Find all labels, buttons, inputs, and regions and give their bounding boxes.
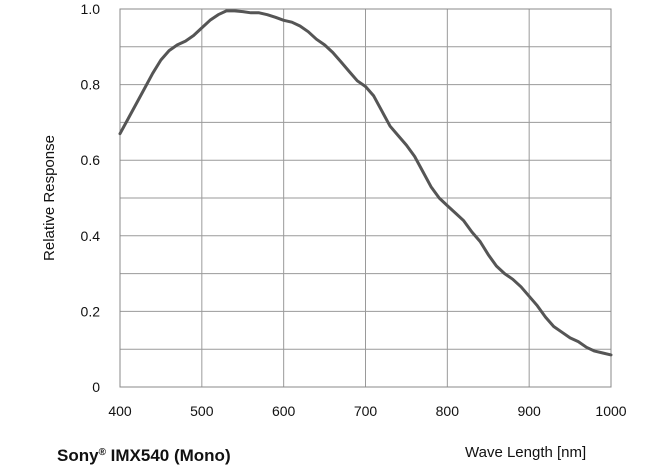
x-tick-label: 800 <box>436 403 460 419</box>
x-tick-label: 600 <box>272 403 296 419</box>
x-tick-label: 500 <box>190 403 214 419</box>
chart-title-main: Sony <box>57 446 99 465</box>
x-tick-label: 1000 <box>595 403 626 419</box>
plot-frame <box>119 8 612 388</box>
y-tick-label: 0.2 <box>81 303 101 319</box>
grid <box>119 8 612 388</box>
y-tick-label: 0.4 <box>81 228 101 244</box>
y-tick-label: 0.6 <box>81 152 101 168</box>
chart-title: Sony® IMX540 (Mono) <box>57 443 231 466</box>
chart-title-registered-mark: ® <box>98 447 106 458</box>
y-tick-label: 0.8 <box>81 77 101 93</box>
x-tick-label: 900 <box>517 403 541 419</box>
x-tick-label: 400 <box>108 403 132 419</box>
chart-title-rest: IMX540 (Mono) <box>105 446 231 465</box>
y-tick-label: 0 <box>92 379 100 395</box>
y-tick-label: 1.0 <box>81 1 101 17</box>
response-curve <box>118 9 613 357</box>
tick-labels: 400 500 600 700 800 900 1000 0 0.2 0.4 0.6 0.8 1.0 <box>81 1 627 419</box>
x-axis-label: Wave Length [nm] <box>465 444 587 461</box>
y-axis-label: Relative Response <box>41 135 58 261</box>
x-tick-label: 700 <box>354 403 378 419</box>
